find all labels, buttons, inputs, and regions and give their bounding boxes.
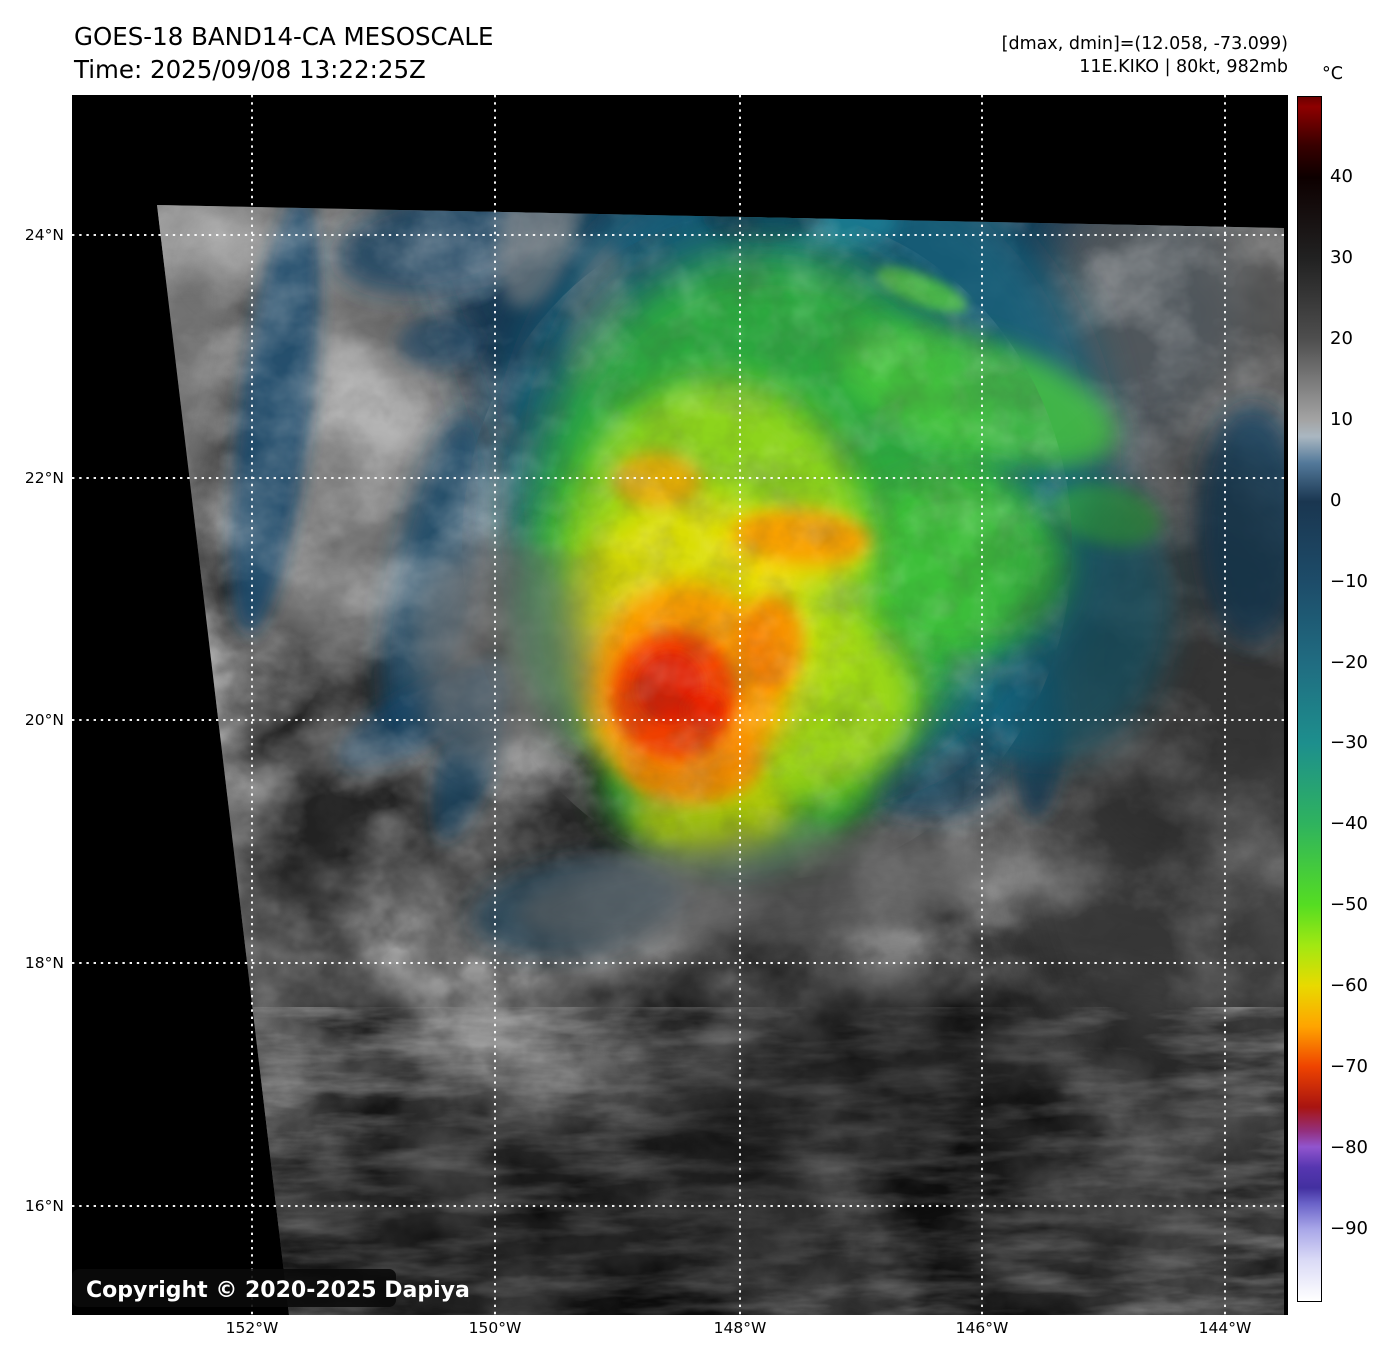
colorbar-tick-40: 40	[1330, 166, 1353, 187]
colorbar-tick-20: 20	[1330, 328, 1353, 349]
colorbar-tick-m20: −20	[1330, 652, 1368, 673]
scan-sector	[157, 205, 1284, 1315]
storm-info-label: 11E.KIKO | 80kt, 982mb	[1079, 57, 1288, 77]
bottom-dark-masses	[262, 435, 1284, 1315]
copyright-badge: Copyright © 2020-2025 Dapiya	[72, 1269, 470, 1307]
colorbar-tick-m60: −60	[1330, 975, 1368, 996]
timestamp-label: Time: 2025/09/08 13:22:25Z	[74, 55, 426, 84]
colorbar-tick-30: 30	[1330, 247, 1353, 268]
lat-label-22n: 22°N	[24, 469, 64, 487]
lon-label-144w: 144°W	[1198, 1319, 1252, 1337]
lat-label-16n: 16°N	[24, 1197, 64, 1215]
lat-label-18n: 18°N	[24, 954, 64, 972]
map-plot-area: Copyright © 2020-2025 Dapiya	[72, 95, 1288, 1315]
lat-label-20n: 20°N	[24, 711, 64, 729]
colorbar-tick-m80: −80	[1330, 1137, 1368, 1158]
copyright-text: Copyright © 2020-2025 Dapiya	[86, 1278, 470, 1303]
satellite-image: Copyright © 2020-2025 Dapiya	[72, 95, 1288, 1315]
lon-label-152w: 152°W	[225, 1319, 279, 1337]
colorbar-unit-label: °C	[1322, 64, 1343, 84]
colorbar-tick-m90: −90	[1330, 1218, 1368, 1239]
lon-label-150w: 150°W	[468, 1319, 522, 1337]
colorbar-tick-0: 0	[1330, 490, 1342, 511]
dmax-dmin-label: [dmax, dmin]=(12.058, -73.099)	[1001, 34, 1288, 54]
colorbar-tick-m40: −40	[1330, 813, 1368, 834]
page-title: GOES-18 BAND14-CA MESOSCALE	[74, 22, 494, 51]
temperature-colorbar	[1297, 96, 1322, 1302]
colorbar-tick-m50: −50	[1330, 894, 1368, 915]
colorbar-tick-m10: −10	[1330, 571, 1368, 592]
colorbar-tick-m70: −70	[1330, 1056, 1368, 1077]
lon-label-148w: 148°W	[713, 1319, 767, 1337]
colorbar-tick-10: 10	[1330, 409, 1353, 430]
colorbar-tick-m30: −30	[1330, 732, 1368, 753]
lon-label-146w: 146°W	[955, 1319, 1009, 1337]
lat-label-24n: 24°N	[24, 226, 64, 244]
